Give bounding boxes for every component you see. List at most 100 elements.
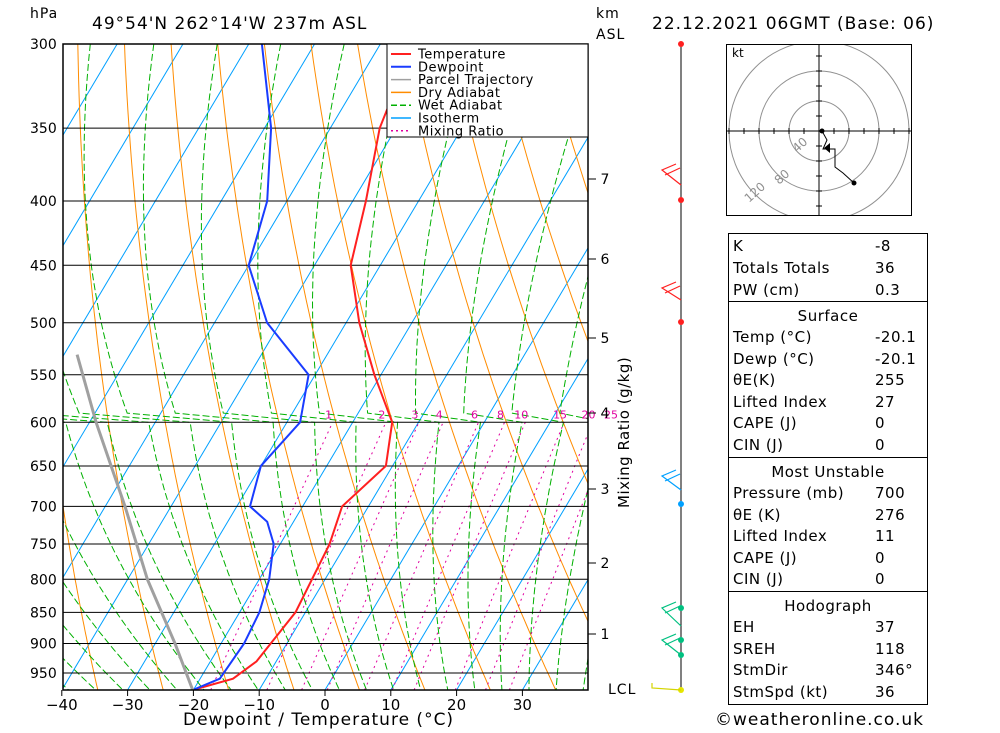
dry-adiabat-line [0,44,32,690]
pressure-tick-label: 750 [30,537,57,553]
most-unstable-row: Lifted Index 11 [733,527,923,549]
mixing-ratio-line [391,422,505,690]
height-tick-label: 3 [601,482,610,498]
isotherm-line [587,689,588,690]
wind-barb-flag [664,637,681,646]
legend-entry: Dewpoint [418,60,484,75]
isotherm-line [521,578,588,690]
hodograph-value: 37 [875,618,896,636]
wet-adiabat-line [311,44,422,690]
site-credit: ©weatheronline.co.uk [715,710,925,730]
mixing-ratio-label: 2 [378,408,385,421]
hodograph-ring-label: 80 [772,167,793,188]
pressure-tick-label: 600 [30,415,57,431]
x-tick-label: 0 [320,696,330,714]
isotherm-line [258,136,588,690]
surface-label: Dewp (°C) [733,349,815,368]
pressure-tick-label: 900 [30,637,57,653]
most-unstable-row: Pressure (mb) 700 [733,484,923,506]
most-unstable-row: CIN (J) 0 [733,570,923,592]
skew-t-diagram: 3003504004505005506006507007508008509009… [0,37,720,714]
height-tick-label: 7 [601,172,610,188]
hodograph-panel: 40 80 120 kt [726,40,912,222]
index-row-pw: PW (cm) 0.3 [733,281,901,299]
surface-label: CAPE (J) [733,414,798,433]
plot-frame [62,43,589,691]
height-tick-label: 1 [601,627,610,643]
surface-value: 0 [875,436,886,454]
hodograph-value: 346° [875,661,914,680]
hodograph-row: EH 37 [733,618,923,640]
x-tick-label: 10 [381,696,400,714]
pressure-tick-label: 800 [30,572,57,588]
most-unstable-row: CAPE (J) 0 [733,549,923,571]
height-tick-label: 4 [601,406,610,422]
hodograph-ring-label: 40 [790,135,811,156]
hodograph-label: EH [733,618,755,636]
isotherm-line [63,44,447,689]
most-unstable-label: CIN (J) [733,570,784,589]
surface-row: CAPE (J) 0 [733,414,923,436]
mixing-ratio-line [485,432,588,690]
most-unstable-value: 0 [875,570,886,589]
dry-adiabat-line [77,44,164,690]
legend-box [386,43,589,138]
dry-adiabat-line [263,44,426,690]
hodograph-label: StmSpd (kt) [733,682,829,701]
x-tick-label: −10 [243,696,275,714]
most-unstable-value: 0 [875,548,886,567]
hodograph-label: StmDir [733,661,788,680]
dry-adiabat-line [310,44,491,690]
pressure-tick-label: 850 [30,605,57,621]
pressure-tick-label: 300 [30,37,57,53]
wet-adiabat-line [364,44,449,690]
surface-title: Surface [797,307,859,325]
surface-label: θE(K) [733,371,776,390]
hodograph-storm-marker [824,143,830,153]
hodograph-row: StmSpd (kt) 36 [733,683,923,705]
datetime-title: 22.12.2021 06GMT (Base: 06) [652,14,935,34]
most-unstable-value: 276 [875,505,906,524]
mixing-ratio-label: 6 [471,408,478,421]
pressure-tick-label: 950 [30,666,57,682]
mixing-ratio-label: 3 [411,408,418,421]
wind-barb-flag [664,473,681,482]
series-temperature [192,44,415,690]
most-unstable-panel: Most Unstable Pressure (mb) 700 θE (K) 276 L… [728,457,928,593]
pressure-tick-label: 400 [30,194,57,210]
legend-entry: Mixing Ratio [418,124,504,139]
surface-row: θE(K) 255 [733,371,923,393]
pressure-tick-label: 550 [30,368,57,384]
mixing-ratio-line [454,422,565,690]
height-tick-label: 5 [601,331,610,347]
pressure-unit-label: hPa [30,6,59,22]
wind-barb [660,633,682,656]
wet-adiabat-line [142,44,340,690]
wind-barb-surface [651,683,682,691]
wet-adiabat-line [63,369,286,690]
wet-adiabat-line [63,581,151,690]
hodograph-label: SREH [733,639,776,658]
mixing-ratio-label: 10 [514,408,528,421]
mixing-ratio-line [326,422,444,690]
lcl-label: LCL [608,682,637,698]
dry-adiabat-line [591,44,720,690]
wind-barb-flag [664,605,681,614]
indices-panel: K -8 Totals Totals 36 PW (cm) 0.3 [728,233,928,303]
wind-level-dot [678,319,684,325]
x-tick-label: −30 [112,696,144,714]
wind-level-dot [678,41,684,47]
wet-adiabat-line [63,519,178,690]
pressure-tick-label: 350 [30,121,57,137]
mixing-ratio-label: 4 [436,408,443,421]
mixing-ratio-line [364,422,479,690]
hodograph-table-panel: Hodograph EH 37 SREH 118 StmDir 346° StmSpd (k… [728,591,928,705]
mixing-ratio-label: 8 [497,408,504,421]
height-unit-km: km [596,6,620,22]
wind-barb [660,601,682,627]
surface-label: Temp (°C) [733,328,812,346]
dry-adiabat-line [217,44,360,690]
mixing-ratio-label: 15 [553,408,567,421]
mixing-ratio-line [413,422,526,690]
